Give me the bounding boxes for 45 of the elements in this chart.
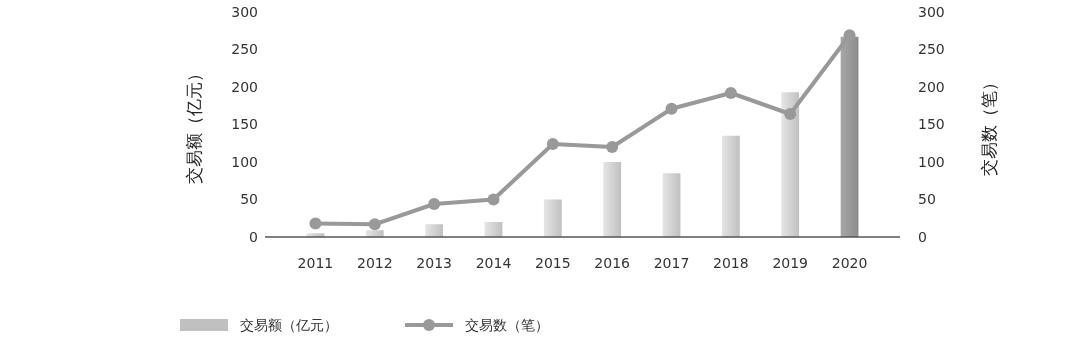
y-tick-label: 50 [240,191,258,208]
point [428,198,441,210]
point [309,217,322,230]
point [368,218,381,231]
point [546,138,559,150]
y2-tick-label: 50 [918,191,936,208]
y-tick-label: 250 [231,41,258,58]
y2-tick-label: 100 [918,153,945,170]
bar [365,230,384,237]
y2-tick-label: 150 [918,116,945,133]
x-tick-label: 2013 [416,255,452,271]
x-tick-label: 2015 [535,255,571,271]
y-tick-label: 100 [231,153,258,170]
x-tick-label: 2014 [475,255,512,271]
x-tick-label: 2018 [713,255,749,271]
point [487,193,500,206]
point [665,102,678,115]
x-tick-label: 2019 [772,255,809,271]
x-tick-label: 2011 [297,255,334,271]
y-tick-label: 300 [231,3,258,20]
bar [781,92,800,237]
y-tick-label: 150 [231,116,258,133]
bar [543,199,562,237]
point [724,87,737,99]
y-tick-label: 200 [231,78,258,95]
y2-axis-title: 交易数（笔） [979,73,999,176]
legend-label: 交易数（笔） [465,316,549,333]
y2-tick-label: 0 [918,228,927,245]
point [784,108,797,120]
x-tick-label: 2016 [594,255,631,271]
y2-tick-label: 250 [918,41,945,58]
x-tick-label: 2017 [653,255,690,271]
x-tick-label: 2020 [831,255,868,271]
y-axis-title: 交易额（亿元） [184,65,204,184]
y2-tick-label: 200 [918,78,945,95]
bar [425,224,444,237]
y2-tick-label: 300 [918,3,945,20]
bar [840,36,859,237]
legend-label: 交易额（亿元） [240,316,338,333]
bar [721,135,740,237]
y-tick-label: 0 [249,228,258,245]
bar [603,162,622,237]
bar [662,173,681,237]
point [606,141,619,153]
x-tick-label: 2012 [356,255,393,271]
